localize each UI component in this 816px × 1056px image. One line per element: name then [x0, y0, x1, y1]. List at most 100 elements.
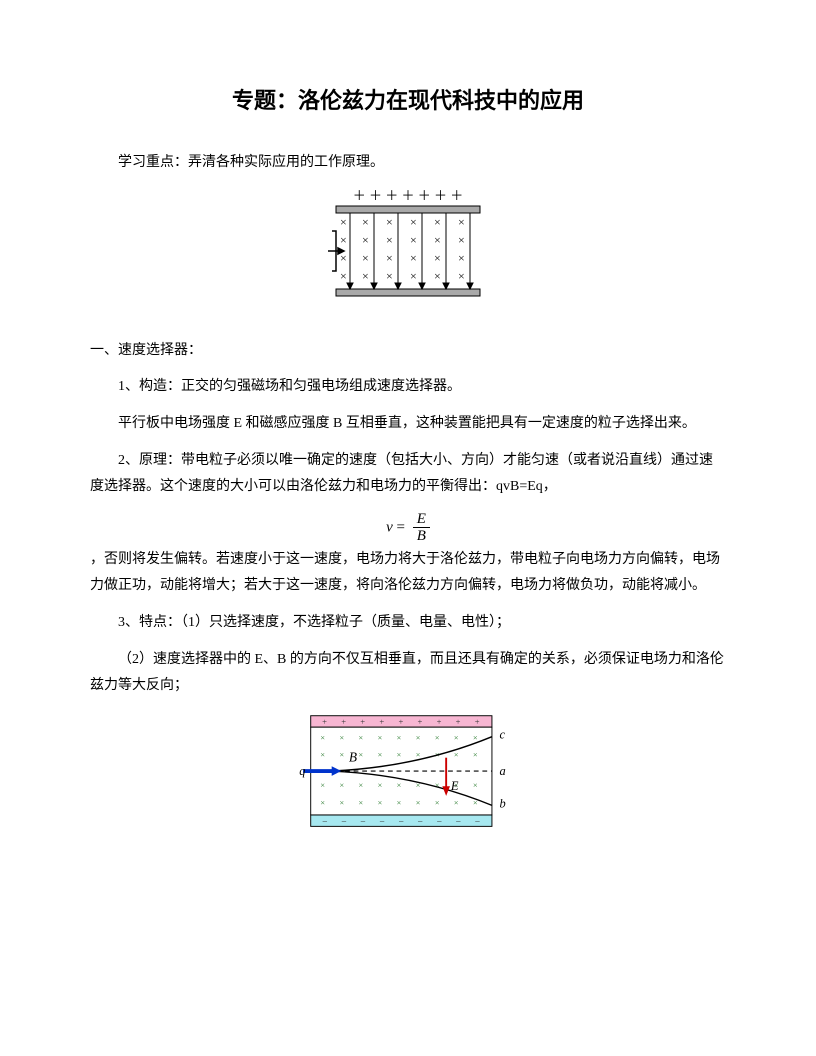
- svg-text:−: −: [456, 817, 461, 827]
- svg-text:×: ×: [386, 251, 393, 265]
- svg-text:×: ×: [473, 732, 478, 742]
- label-c: c: [500, 727, 506, 741]
- svg-text:×: ×: [377, 797, 382, 807]
- top-charges: ＋ ＋ ＋ ＋ ＋ ＋ ＋: [353, 188, 464, 203]
- svg-text:×: ×: [458, 233, 465, 247]
- svg-text:×: ×: [435, 780, 440, 790]
- label-E: E: [450, 779, 459, 793]
- label-b: b: [500, 796, 506, 810]
- svg-text:×: ×: [362, 251, 369, 265]
- svg-text:×: ×: [377, 732, 382, 742]
- svg-text:×: ×: [435, 732, 440, 742]
- svg-text:×: ×: [377, 749, 382, 759]
- svg-text:×: ×: [320, 797, 325, 807]
- svg-text:×: ×: [377, 780, 382, 790]
- formula-v-eq-e-over-b: v = E B: [90, 511, 726, 545]
- svg-text:×: ×: [416, 749, 421, 759]
- s1-p6: （2）速度选择器中的 E、B 的方向不仅互相垂直，而且还具有确定的关系，必须保证…: [90, 647, 726, 700]
- fig2-top-charges: +++++++++: [322, 716, 480, 726]
- svg-text:+: +: [341, 716, 346, 726]
- section-1-heading: 一、速度选择器：: [90, 338, 726, 365]
- svg-text:×: ×: [339, 797, 344, 807]
- s1-p5: 3、特点：（1）只选择速度，不选择粒子（质量、电量、电性）；: [90, 610, 726, 637]
- label-B: B: [349, 749, 357, 764]
- s1-p2: 平行板中电场强度 E 和磁感应强度 B 互相垂直，这种装置能把具有一定速度的粒子…: [90, 411, 726, 438]
- svg-text:−: −: [360, 817, 365, 827]
- svg-text:×: ×: [410, 215, 417, 229]
- svg-text:×: ×: [416, 732, 421, 742]
- svg-text:+: +: [360, 716, 365, 726]
- svg-text:×: ×: [458, 269, 465, 283]
- svg-text:×: ×: [454, 749, 459, 759]
- field-region: ××××× ××××× ××××× ××××× ××××: [328, 213, 473, 289]
- svg-text:×: ×: [362, 269, 369, 283]
- formula-eq: =: [397, 519, 405, 535]
- page-title: 专题：洛伦兹力在现代科技中的应用: [90, 80, 726, 122]
- bottom-plate: [336, 289, 480, 296]
- formula-denominator: B: [413, 528, 430, 545]
- svg-text:−: −: [475, 817, 480, 827]
- figure-velocity-selector: ＋ ＋ ＋ ＋ ＋ ＋ ＋ × × × × × × × × × × × × × × × × × × × × × ×…: [90, 186, 726, 327]
- svg-text:×: ×: [458, 251, 465, 265]
- svg-text:×: ×: [320, 732, 325, 742]
- svg-text:×: ×: [410, 269, 417, 283]
- svg-text:+: +: [379, 716, 384, 726]
- svg-text:×: ×: [410, 251, 417, 265]
- svg-text:×: ×: [454, 732, 459, 742]
- label-a: a: [500, 764, 506, 778]
- svg-text:×: ×: [410, 233, 417, 247]
- formula-numerator: E: [413, 511, 430, 529]
- svg-text:×: ×: [358, 749, 363, 759]
- svg-text:×: ×: [434, 269, 441, 283]
- svg-text:×: ×: [362, 215, 369, 229]
- svg-text:×: ×: [340, 215, 347, 229]
- figure-trajectories: +++++++++ −−−−−−−−− ××××××××× ××××××××× …: [90, 710, 726, 845]
- svg-text:+: +: [437, 716, 442, 726]
- svg-text:×: ×: [358, 732, 363, 742]
- svg-text:×: ×: [397, 797, 402, 807]
- svg-text:×: ×: [434, 251, 441, 265]
- formula-lhs: v: [386, 519, 393, 535]
- svg-text:×: ×: [397, 749, 402, 759]
- svg-text:×: ×: [473, 749, 478, 759]
- label-q: q: [299, 764, 305, 778]
- svg-text:×: ×: [358, 797, 363, 807]
- svg-text:−: −: [341, 817, 346, 827]
- svg-text:×: ×: [362, 233, 369, 247]
- top-plate: [336, 206, 480, 213]
- svg-text:×: ×: [358, 780, 363, 790]
- svg-text:−: −: [398, 817, 403, 827]
- svg-text:×: ×: [435, 797, 440, 807]
- s1-p3: 2、原理：带电粒子必须以唯一确定的速度（包括大小、方向）才能匀速（或者说沿直线）…: [90, 448, 726, 501]
- svg-text:×: ×: [320, 780, 325, 790]
- svg-text:×: ×: [434, 215, 441, 229]
- intro-text: 学习重点：弄清各种实际应用的工作原理。: [90, 150, 726, 177]
- svg-text:×: ×: [473, 780, 478, 790]
- svg-text:×: ×: [386, 215, 393, 229]
- svg-text:×: ×: [397, 732, 402, 742]
- fig2-bottom-charges: −−−−−−−−−: [322, 817, 480, 827]
- svg-text:×: ×: [397, 780, 402, 790]
- svg-text:×: ×: [434, 233, 441, 247]
- svg-text:×: ×: [454, 797, 459, 807]
- svg-text:+: +: [418, 716, 423, 726]
- svg-text:×: ×: [386, 233, 393, 247]
- svg-text:+: +: [322, 716, 327, 726]
- svg-text:+: +: [398, 716, 403, 726]
- svg-text:×: ×: [339, 780, 344, 790]
- svg-text:×: ×: [416, 797, 421, 807]
- s1-p1: 1、构造：正交的匀强磁场和匀强电场组成速度选择器。: [90, 374, 726, 401]
- svg-text:×: ×: [339, 732, 344, 742]
- svg-text:−: −: [437, 817, 442, 827]
- svg-text:+: +: [456, 716, 461, 726]
- svg-text:−: −: [322, 817, 327, 827]
- svg-text:×: ×: [340, 269, 347, 283]
- svg-text:×: ×: [320, 749, 325, 759]
- s1-p4: ，否则将发生偏转。若速度小于这一速度，电场力将大于洛伦兹力，带电粒子向电场力方向…: [90, 547, 726, 600]
- svg-text:×: ×: [386, 269, 393, 283]
- svg-text:×: ×: [458, 215, 465, 229]
- svg-text:−: −: [379, 817, 384, 827]
- svg-text:×: ×: [340, 233, 347, 247]
- svg-text:×: ×: [339, 749, 344, 759]
- svg-text:−: −: [418, 817, 423, 827]
